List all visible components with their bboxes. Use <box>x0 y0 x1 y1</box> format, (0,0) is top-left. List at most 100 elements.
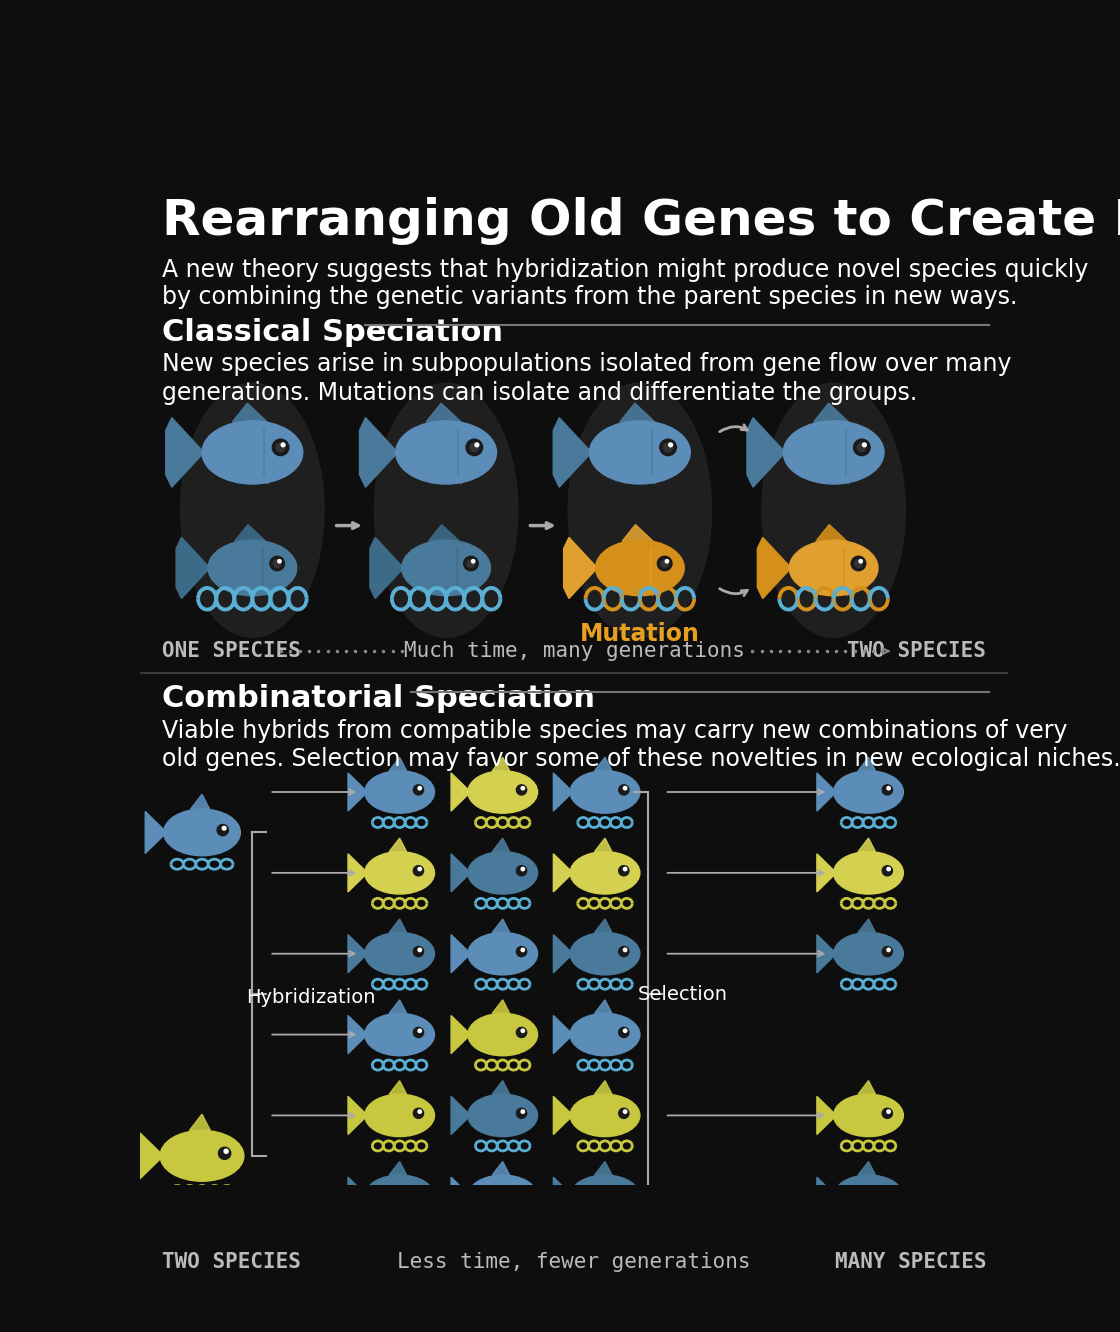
Polygon shape <box>492 1080 510 1094</box>
Polygon shape <box>595 919 612 932</box>
Ellipse shape <box>570 771 640 813</box>
Text: A new theory suggests that hybridization might produce novel species quickly: A new theory suggests that hybridization… <box>161 258 1088 282</box>
Ellipse shape <box>365 851 435 894</box>
Circle shape <box>277 444 284 452</box>
Polygon shape <box>166 418 204 488</box>
Polygon shape <box>816 1177 837 1215</box>
Polygon shape <box>622 525 653 541</box>
Ellipse shape <box>202 421 302 484</box>
Ellipse shape <box>164 809 241 855</box>
Ellipse shape <box>790 541 878 595</box>
Polygon shape <box>451 1096 470 1135</box>
Circle shape <box>853 440 870 456</box>
Circle shape <box>418 1191 421 1195</box>
Circle shape <box>281 444 284 446</box>
Text: Mutation: Mutation <box>580 622 700 646</box>
Circle shape <box>883 1189 893 1199</box>
Polygon shape <box>563 537 597 598</box>
Polygon shape <box>553 935 573 972</box>
Polygon shape <box>553 418 591 488</box>
Circle shape <box>618 1189 629 1199</box>
Circle shape <box>278 559 281 563</box>
Text: ONE SPECIES: ONE SPECIES <box>161 641 300 661</box>
Circle shape <box>661 559 669 567</box>
Ellipse shape <box>833 932 904 975</box>
Polygon shape <box>348 773 367 811</box>
Polygon shape <box>451 1177 470 1215</box>
Circle shape <box>624 786 627 790</box>
Circle shape <box>883 785 893 795</box>
Ellipse shape <box>596 541 684 595</box>
Text: Viable hybrids from compatible species may carry new combinations of very: Viable hybrids from compatible species m… <box>161 719 1067 743</box>
Polygon shape <box>595 1000 612 1014</box>
Polygon shape <box>858 1162 876 1175</box>
Polygon shape <box>492 758 510 771</box>
Ellipse shape <box>468 1094 538 1136</box>
Ellipse shape <box>468 1014 538 1056</box>
Polygon shape <box>248 458 268 484</box>
Circle shape <box>665 559 669 563</box>
Polygon shape <box>451 773 470 811</box>
Polygon shape <box>232 404 268 422</box>
Ellipse shape <box>833 771 904 813</box>
Circle shape <box>218 1147 231 1159</box>
Circle shape <box>521 1030 524 1032</box>
Text: Combinatorial Speciation: Combinatorial Speciation <box>161 685 595 713</box>
Circle shape <box>618 1108 629 1119</box>
Text: TWO SPECIES: TWO SPECIES <box>161 1252 300 1272</box>
Circle shape <box>862 444 866 446</box>
Ellipse shape <box>160 1131 244 1181</box>
Circle shape <box>222 826 226 830</box>
Polygon shape <box>348 1096 367 1135</box>
Circle shape <box>664 444 672 452</box>
Ellipse shape <box>395 421 496 484</box>
Circle shape <box>618 866 629 876</box>
Polygon shape <box>451 854 470 892</box>
Polygon shape <box>619 404 655 422</box>
Ellipse shape <box>570 932 640 975</box>
Polygon shape <box>813 404 849 422</box>
Circle shape <box>516 785 526 795</box>
Text: Hybridization: Hybridization <box>245 988 375 1007</box>
Polygon shape <box>595 838 612 851</box>
Polygon shape <box>492 1000 510 1014</box>
Polygon shape <box>348 935 367 972</box>
Ellipse shape <box>833 1094 904 1136</box>
Polygon shape <box>816 1096 837 1135</box>
Polygon shape <box>595 758 612 771</box>
Polygon shape <box>176 537 209 598</box>
Circle shape <box>516 1027 526 1038</box>
Text: generations. Mutations can isolate and differentiate the groups.: generations. Mutations can isolate and d… <box>161 381 917 405</box>
Ellipse shape <box>180 384 324 637</box>
Polygon shape <box>190 794 209 809</box>
Polygon shape <box>389 758 407 771</box>
Polygon shape <box>635 458 655 484</box>
Circle shape <box>413 785 423 795</box>
Circle shape <box>618 1027 629 1038</box>
Polygon shape <box>389 919 407 932</box>
Circle shape <box>858 444 866 452</box>
Text: Classical Speciation: Classical Speciation <box>161 318 503 346</box>
Polygon shape <box>441 458 461 484</box>
Circle shape <box>521 786 524 790</box>
Polygon shape <box>235 525 265 541</box>
Polygon shape <box>370 537 403 598</box>
Circle shape <box>851 557 866 570</box>
Circle shape <box>475 444 478 446</box>
Text: Less time, fewer generations: Less time, fewer generations <box>398 1252 750 1272</box>
Circle shape <box>464 557 478 570</box>
Circle shape <box>855 559 862 567</box>
Polygon shape <box>441 574 459 595</box>
Ellipse shape <box>570 1175 640 1217</box>
Circle shape <box>470 444 478 452</box>
Polygon shape <box>757 537 791 598</box>
Polygon shape <box>140 1134 164 1179</box>
Ellipse shape <box>570 851 640 894</box>
Polygon shape <box>816 854 837 892</box>
Ellipse shape <box>468 932 538 975</box>
Circle shape <box>516 866 526 876</box>
Ellipse shape <box>402 541 491 595</box>
Polygon shape <box>492 838 510 851</box>
Circle shape <box>418 1110 421 1114</box>
Circle shape <box>660 440 676 456</box>
